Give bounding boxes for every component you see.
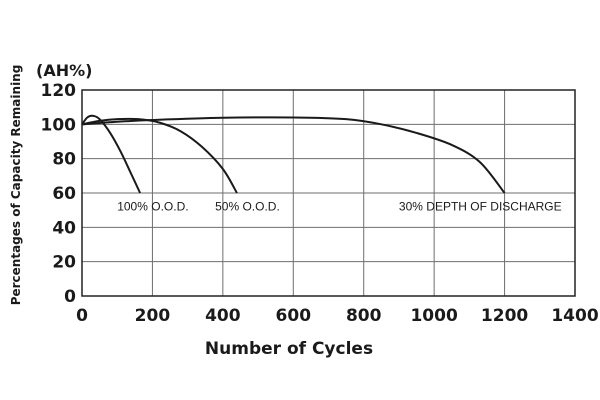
series-annotation: 30% DEPTH OF DISCHARGE	[399, 200, 562, 214]
y-axis-unit: (AH%)	[36, 61, 92, 80]
x-tick-labels: 0 200 400 600 800 1000 1200 1400	[76, 306, 599, 326]
x-tick-label: 200	[135, 306, 171, 326]
x-tick-label: 1200	[481, 306, 528, 326]
y-axis-title: Percentages of Capacity Remaining	[9, 65, 23, 306]
annotations: 100% O.O.D. 50% O.O.D. 30% DEPTH OF DISCHA…	[117, 200, 561, 214]
series-line-1	[81, 114, 142, 194]
y-tick-label: 20	[52, 253, 76, 273]
y-tick-label: 120	[41, 81, 77, 101]
x-tick-label: 1000	[410, 306, 457, 326]
y-tick-label: 60	[52, 184, 76, 204]
plot-frame	[81, 89, 576, 297]
series-annotation: 50% O.O.D.	[215, 200, 280, 214]
x-axis-title: Number of Cycles	[205, 339, 373, 359]
series-annotation: 100% O.O.D.	[117, 200, 188, 214]
y-tick-label: 40	[52, 218, 76, 238]
y-tick-labels: 0 20 40 60 80 100 120	[41, 81, 77, 307]
series-line-3	[81, 116, 506, 194]
x-tick-label: 600	[276, 306, 312, 326]
y-tick-label: 80	[52, 150, 76, 170]
series-line-2	[81, 117, 238, 194]
y-tick-label: 100	[41, 115, 77, 135]
x-tick-label: 1400	[551, 306, 598, 326]
y-tick-label: 0	[64, 287, 76, 307]
x-tick-label: 400	[205, 306, 241, 326]
x-tick-label: 800	[346, 306, 382, 326]
x-tick-label: 0	[76, 306, 88, 326]
series-layer	[81, 114, 506, 194]
